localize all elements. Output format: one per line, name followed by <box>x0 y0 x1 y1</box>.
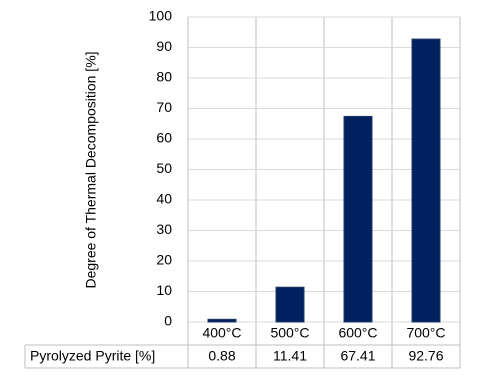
y-tick-label: 40 <box>156 191 172 207</box>
y-tick-label: 0 <box>164 313 172 329</box>
table-value: 92.76 <box>408 348 443 364</box>
y-tick-label: 100 <box>149 8 173 24</box>
x-tick-label: 600°C <box>338 325 377 341</box>
x-tick-label: 700°C <box>406 325 445 341</box>
x-tick-label: 500°C <box>270 325 309 341</box>
data-table-frame <box>24 17 461 369</box>
bar <box>411 38 441 323</box>
y-tick-label: 10 <box>156 282 172 298</box>
x-tick-label: 400°C <box>202 325 241 341</box>
y-tick-label: 90 <box>156 38 172 54</box>
bar <box>207 318 237 323</box>
y-tick-label: 70 <box>156 99 172 115</box>
y-tick-label: 20 <box>156 252 172 268</box>
y-axis-title: Degree of Thermal Decomposition [%] <box>83 51 99 288</box>
table-value: 0.88 <box>208 348 235 364</box>
legend-label: Pyrolyzed Pyrite [%] <box>30 348 155 364</box>
y-tick-label: 80 <box>156 69 172 85</box>
bar <box>275 286 305 323</box>
y-tick-label: 30 <box>156 221 172 237</box>
table-value: 67.41 <box>340 348 375 364</box>
bar <box>343 115 373 323</box>
y-tick-label: 50 <box>156 160 172 176</box>
y-tick-label: 60 <box>156 130 172 146</box>
table-value: 11.41 <box>273 348 307 364</box>
